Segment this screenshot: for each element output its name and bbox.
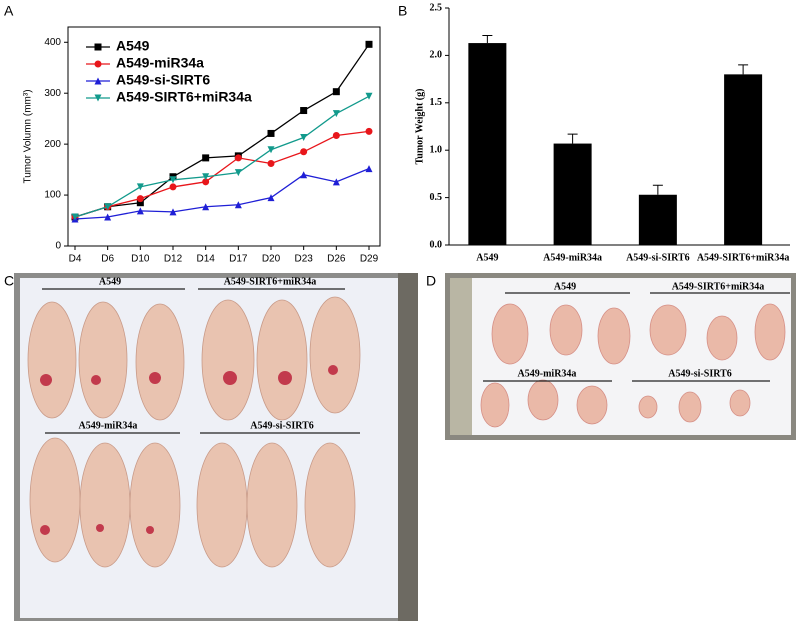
x-tick-label: A549-miR34a — [543, 252, 602, 263]
data-point — [332, 131, 340, 139]
bar — [724, 74, 763, 245]
photo-label: A549-SIRT6+miR34a — [224, 276, 317, 287]
data-point — [202, 154, 210, 162]
legend-label: A549-miR34a — [116, 55, 204, 71]
photo-c: A549 A549-SIRT6+miR34a A549-miR34a A549-… — [14, 273, 418, 621]
y-tick-label: 0.0 — [430, 239, 443, 250]
y-tick-label: 300 — [44, 88, 61, 99]
bar — [553, 143, 592, 245]
y-axis-label: Tumor Volumn (mm³) — [23, 89, 34, 183]
x-tick-label: D26 — [327, 254, 346, 265]
y-tick-label: 2.0 — [430, 50, 443, 61]
plot-frame — [67, 26, 381, 247]
photo-label: A549 — [554, 281, 576, 292]
data-point — [300, 171, 308, 179]
legend-label: A549-si-SIRT6 — [116, 72, 210, 88]
photo-label: A549-miR34a — [518, 368, 577, 379]
data-point — [136, 183, 144, 191]
legend-marker — [94, 43, 102, 51]
x-tick-label: D4 — [69, 254, 82, 265]
x-tick-label: A549 — [476, 252, 498, 263]
error-bar — [567, 133, 578, 144]
photo-d: A549 A549-SIRT6+miR34a A549-miR34a A549-… — [445, 273, 796, 440]
photo-label: A549 — [99, 276, 121, 287]
data-point — [234, 201, 242, 209]
data-point — [234, 154, 242, 162]
data-point — [104, 213, 112, 221]
panel-letter: B — [398, 3, 407, 19]
data-point — [332, 88, 340, 96]
bar — [468, 43, 507, 245]
panel-letter: D — [426, 273, 436, 289]
data-point — [332, 178, 340, 186]
data-point — [169, 176, 177, 184]
y-tick-label: 2.5 — [430, 2, 443, 13]
data-point — [136, 195, 144, 203]
y-tick-label: 100 — [44, 190, 61, 201]
photo-label: A549-si-SIRT6 — [250, 420, 314, 431]
photo-label: A549-SIRT6+miR34a — [672, 281, 765, 292]
data-point — [365, 92, 373, 100]
data-point — [202, 173, 210, 181]
data-point — [136, 207, 144, 215]
legend-marker — [94, 77, 102, 85]
data-point — [202, 178, 210, 186]
legend-label: A549-SIRT6+miR34a — [116, 89, 252, 105]
y-tick-label: 0.5 — [430, 192, 443, 203]
y-tick-label: 400 — [44, 37, 61, 48]
y-tick-label: 0 — [55, 241, 61, 252]
panel-letter: A — [4, 3, 14, 19]
y-axis-label: Tumor Weight (g) — [414, 89, 425, 165]
x-tick-label: D17 — [229, 254, 248, 265]
data-point — [300, 134, 308, 142]
x-tick-label: A549-SIRT6+miR34a — [697, 252, 790, 263]
x-tick-label: D10 — [131, 254, 150, 265]
series-line — [74, 130, 370, 218]
x-tick-label: D29 — [360, 254, 379, 265]
data-point — [300, 148, 308, 156]
data-point — [300, 107, 308, 115]
data-point — [365, 165, 373, 173]
data-point — [267, 159, 275, 167]
legend-marker — [94, 60, 102, 68]
x-tick-label: D23 — [294, 254, 313, 265]
x-tick-label: D14 — [196, 254, 215, 265]
x-tick-label: D20 — [262, 254, 281, 265]
series-line — [74, 167, 370, 220]
x-tick-label: A549-si-SIRT6 — [626, 252, 690, 263]
y-tick-label: 1.0 — [430, 144, 443, 155]
y-tick-label: 1.5 — [430, 97, 443, 108]
data-point — [169, 208, 177, 216]
photo-label: A549-miR34a — [79, 420, 138, 431]
data-point — [104, 203, 112, 211]
y-tick-label: 200 — [44, 139, 61, 150]
error-bar — [738, 64, 749, 75]
data-point — [332, 110, 340, 118]
data-point — [71, 213, 79, 221]
x-tick-label: D12 — [164, 254, 183, 265]
series-line — [74, 43, 370, 218]
data-point — [267, 194, 275, 202]
error-bar — [482, 34, 493, 44]
legend-label: A549 — [116, 38, 150, 54]
data-point — [267, 129, 275, 137]
data-point — [365, 127, 373, 135]
data-point — [234, 169, 242, 177]
data-point — [169, 183, 177, 191]
data-point — [202, 203, 210, 211]
data-point — [136, 199, 144, 207]
legend-marker — [94, 94, 102, 102]
data-point — [365, 40, 373, 48]
panel-letter: C — [4, 273, 14, 289]
error-bar — [652, 184, 663, 195]
series-line — [74, 95, 370, 218]
bar — [638, 194, 677, 245]
data-point — [267, 146, 275, 154]
x-tick-label: D6 — [101, 254, 114, 265]
photo-label: A549-si-SIRT6 — [668, 368, 732, 379]
